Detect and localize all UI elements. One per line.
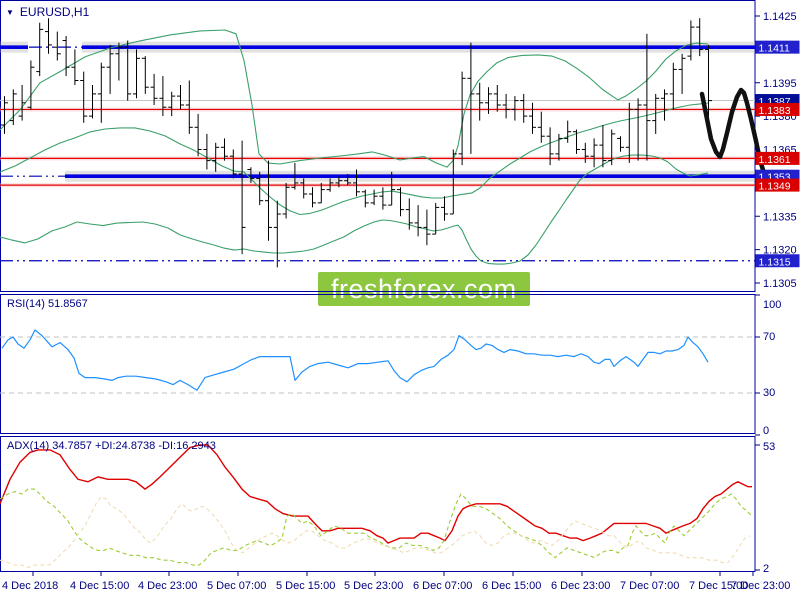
adx-indicator-label: ADX(14) 34.7857 +DI:24.8738 -DI:16.2943	[7, 440, 216, 452]
price-axis-tick-label: 1.1395	[763, 78, 797, 90]
bollinger-lower-band	[0, 154, 709, 265]
adx-series-+DI	[0, 488, 753, 566]
price-flag-1.1315	[755, 254, 800, 268]
price-axis-tick-label: 1.1425	[763, 11, 797, 23]
time-axis-label: 5 Dec 15:00	[276, 580, 335, 592]
price-flag-1.1361	[755, 151, 800, 165]
rsi-panel-frame	[0, 294, 756, 434]
time-axis-label: 5 Dec 23:00	[344, 580, 403, 592]
adx-series-ADX	[0, 444, 752, 544]
rsi-axis-label: 70	[763, 331, 775, 343]
symbol-dropdown-icon[interactable]: ▼	[6, 7, 14, 17]
rsi-axis-label: 100	[763, 299, 781, 311]
rsi-axis-label: 30	[763, 387, 775, 399]
brand-watermark: freshforex.com	[318, 272, 530, 306]
symbol-title: ▼ EURUSD,H1	[6, 5, 89, 19]
time-axis-label: 4 Dec 15:00	[70, 580, 129, 592]
price-axis-tick-label: 1.1305	[763, 278, 797, 290]
price-axis-tick-label: 1.1335	[763, 211, 797, 223]
time-axis-label: 7 Dec 23:00	[731, 580, 790, 592]
price-flag-1.1349	[755, 178, 800, 192]
price-axis-tick-label: 1.1320	[763, 245, 797, 257]
rsi-indicator-label: RSI(14) 51.8567	[7, 298, 88, 310]
price-flag-1.1383	[755, 102, 800, 116]
time-axis-label: 7 Dec 15:00	[689, 580, 748, 592]
adx-axis-label: 53	[763, 441, 775, 453]
annotation-arrow	[699, 87, 766, 173]
time-axis-label: 4 Dec 2018	[2, 580, 58, 592]
bollinger-upper-band	[0, 29, 709, 168]
time-axis-label: 7 Dec 07:00	[620, 580, 679, 592]
time-axis-label: 6 Dec 15:00	[482, 580, 541, 592]
time-axis-label: 5 Dec 07:00	[207, 580, 266, 592]
price-flag-label: 1.1361	[759, 154, 791, 166]
symbol-label: EURUSD,H1	[19, 5, 90, 19]
adx-panel-frame	[0, 436, 756, 572]
time-axis-label: 4 Dec 23:00	[138, 580, 197, 592]
price-flag-label: 1.1383	[759, 105, 791, 117]
price-flag-1.1411	[755, 40, 800, 54]
time-axis-label: 6 Dec 07:00	[413, 580, 472, 592]
adx-axis-label: 2	[763, 563, 769, 575]
time-axis-label: 6 Dec 23:00	[551, 580, 610, 592]
price-flag-label: 1.1349	[759, 181, 791, 193]
rsi-axis-label: 0	[763, 425, 769, 437]
rsi-line	[1, 329, 709, 391]
adx-series--DI	[0, 495, 751, 569]
price-flag-label: 1.1315	[759, 256, 791, 268]
price-flag-label: 1.1411	[759, 43, 790, 55]
